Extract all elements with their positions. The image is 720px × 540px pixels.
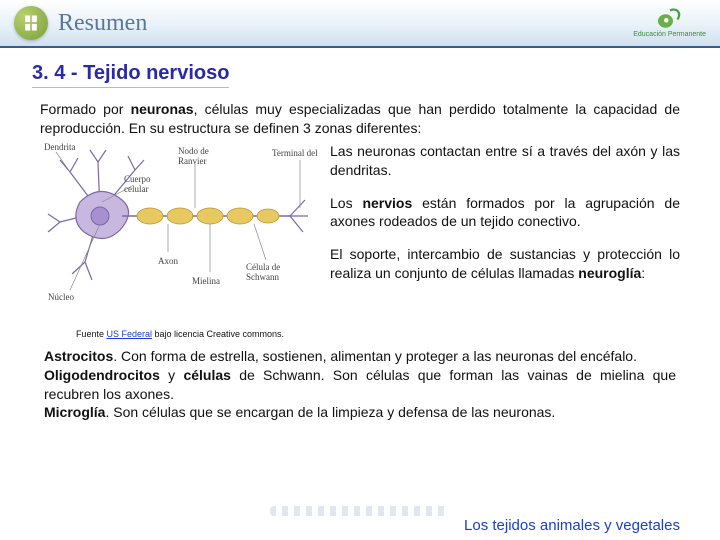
label-axon: Axon xyxy=(158,256,178,266)
caption-prefix: Fuente xyxy=(76,329,107,339)
footer-wave-decoration xyxy=(270,506,450,516)
label-nodo: Nodo deRanvier xyxy=(178,146,209,166)
figure-text-row: Dendrita Cuerpocelular Núcleo Axon Mieli… xyxy=(40,142,680,339)
caption-link[interactable]: US Federal xyxy=(106,329,152,339)
label-nucleo: Núcleo xyxy=(48,292,74,302)
neuron-figure: Dendrita Cuerpocelular Núcleo Axon Mieli… xyxy=(40,142,320,339)
header-title: Resumen xyxy=(58,10,147,37)
right-column: Las neuronas contactan entre sí a través… xyxy=(320,142,680,339)
right-para-1: Las neuronas contactan entre sí a través… xyxy=(330,142,680,180)
brand-logo: Educación Permanente xyxy=(633,6,706,38)
header-bar: Resumen Educación Permanente xyxy=(0,0,720,48)
neuron-diagram: Dendrita Cuerpocelular Núcleo Axon Mieli… xyxy=(40,142,320,322)
page-body: 3. 4 - Tejido nervioso Formado por neuro… xyxy=(0,48,720,422)
label-terminal: Terminal del xyxy=(272,148,318,158)
label-mielina: Mielina xyxy=(192,276,220,286)
right-para-2: Los nervios están formados por la agrupa… xyxy=(330,194,680,232)
label-schwann: Célula deSchwann xyxy=(246,262,280,282)
header-icon xyxy=(14,6,48,40)
caption-suffix: bajo licencia Creative commons. xyxy=(152,329,284,339)
right-para-3: El soporte, intercambio de sustancias y … xyxy=(330,245,680,283)
intro-paragraph: Formado por neuronas, células muy especi… xyxy=(40,100,680,138)
glial-list: Astrocitos. Con forma de estrella, sosti… xyxy=(44,347,676,423)
label-dendrita: Dendrita xyxy=(44,142,76,152)
label-cuerpo: Cuerpocelular xyxy=(124,174,151,194)
footer-text: Los tejidos animales y vegetales xyxy=(464,517,680,534)
brand-text: Educación Permanente xyxy=(633,31,706,38)
figure-caption: Fuente US Federal bajo licencia Creative… xyxy=(40,329,320,339)
section-heading: 3. 4 - Tejido nervioso xyxy=(32,62,229,88)
